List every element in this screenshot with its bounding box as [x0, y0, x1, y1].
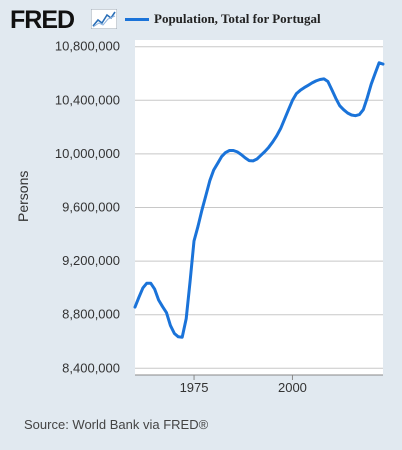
y-tick-label: 8,800,000: [62, 307, 120, 322]
legend-label: Population, Total for Portugal: [154, 11, 321, 26]
fred-logo: FRED: [10, 6, 75, 34]
y-tick-label: 9,200,000: [62, 253, 120, 268]
x-tick-label: 2000: [278, 380, 307, 395]
y-tick-label: 9,600,000: [62, 200, 120, 215]
source-note: Source: World Bank via FRED®: [24, 417, 209, 432]
y-tick-label: 10,400,000: [55, 92, 120, 107]
y-tick-label: 10,000,000: [55, 146, 120, 161]
line-chart: 8,400,000 8,800,000 9,200,000 9,600,000 10,0…: [55, 39, 385, 395]
x-tick-label: 1975: [180, 380, 209, 395]
series-line: [133, 61, 385, 339]
trend-line-icon: [91, 9, 117, 29]
y-tick-label: 8,400,000: [62, 360, 120, 375]
y-tick-label: 10,800,000: [55, 39, 120, 54]
chart-header: FRED Population, Total for Portugal: [0, 0, 402, 40]
legend-swatch: [125, 18, 149, 21]
